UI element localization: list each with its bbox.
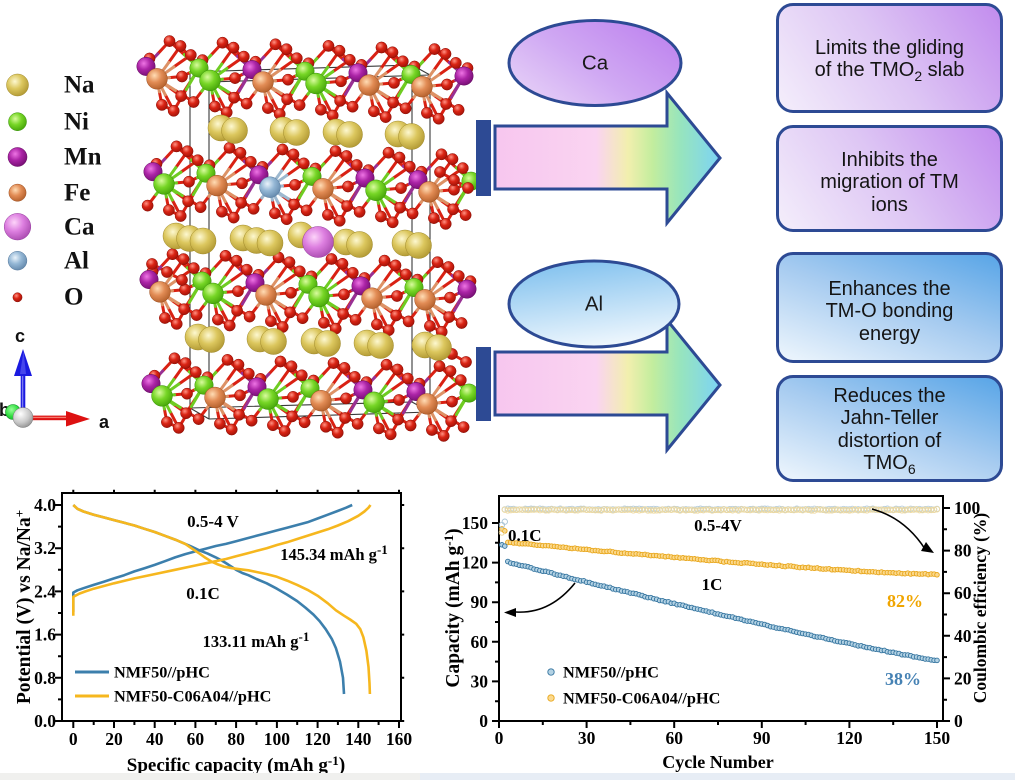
svg-text:90: 90	[471, 592, 489, 612]
svg-text:NMF50-C06A04//pHC: NMF50-C06A04//pHC	[563, 689, 720, 708]
svg-text:0: 0	[479, 711, 488, 731]
svg-text:40: 40	[954, 626, 972, 646]
svg-text:4.0: 4.0	[34, 495, 56, 515]
svg-text:82%: 82%	[887, 591, 923, 611]
svg-text:0: 0	[954, 711, 963, 731]
svg-text:20: 20	[954, 668, 972, 688]
svg-text:Al: Al	[64, 248, 89, 275]
svg-text:145.34 mAh g-1: 145.34 mAh g-1	[280, 542, 388, 564]
svg-text:Al: Al	[585, 293, 603, 316]
svg-text:Capacity (mAh g-1): Capacity (mAh g-1)	[441, 528, 464, 687]
svg-text:0.1C: 0.1C	[186, 584, 220, 603]
svg-text:40: 40	[146, 729, 164, 749]
svg-text:3.2: 3.2	[34, 538, 56, 558]
svg-text:2.4: 2.4	[34, 581, 56, 601]
svg-text:120: 120	[462, 553, 489, 573]
svg-text:Mn: Mn	[64, 144, 102, 171]
svg-text:a: a	[99, 412, 110, 432]
svg-text:Cycle Number: Cycle Number	[662, 752, 773, 772]
svg-text:0.5-4 V: 0.5-4 V	[187, 512, 239, 531]
svg-text:80: 80	[954, 541, 972, 561]
svg-text:140: 140	[345, 729, 372, 749]
svg-text:1C: 1C	[702, 575, 723, 594]
svg-text:NMF50//pHC: NMF50//pHC	[114, 663, 210, 682]
svg-text:Potential (V) vs Na/Na+: Potential (V) vs Na/Na+	[12, 510, 35, 704]
svg-text:Ni: Ni	[64, 109, 89, 136]
svg-text:30: 30	[471, 671, 489, 691]
svg-text:NMF50//pHC: NMF50//pHC	[563, 663, 659, 682]
svg-text:0.1C: 0.1C	[508, 526, 542, 545]
svg-text:90: 90	[753, 728, 771, 748]
svg-text:0: 0	[69, 729, 78, 749]
svg-text:Ca: Ca	[582, 52, 609, 75]
svg-text:60: 60	[665, 728, 683, 748]
svg-text:Coulombic efficiency (%): Coulombic efficiency (%)	[970, 513, 990, 704]
svg-text:Fe: Fe	[64, 180, 90, 207]
svg-text:b: b	[0, 400, 10, 420]
svg-text:38%: 38%	[885, 669, 921, 689]
svg-text:150: 150	[924, 728, 951, 748]
svg-text:100: 100	[264, 729, 291, 749]
svg-text:133.11 mAh g-1: 133.11 mAh g-1	[203, 629, 310, 651]
svg-text:60: 60	[187, 729, 205, 749]
svg-text:c: c	[15, 326, 25, 346]
svg-text:100: 100	[954, 498, 981, 518]
svg-text:Na: Na	[64, 72, 95, 99]
svg-text:0: 0	[495, 728, 504, 748]
svg-text:60: 60	[954, 583, 972, 603]
svg-text:120: 120	[836, 728, 863, 748]
svg-text:0.8: 0.8	[34, 668, 56, 688]
svg-text:150: 150	[462, 513, 489, 533]
svg-text:O: O	[64, 284, 83, 311]
svg-text:Ca: Ca	[64, 214, 95, 241]
svg-text:30: 30	[578, 728, 596, 748]
svg-text:160: 160	[386, 729, 413, 749]
svg-text:20: 20	[105, 729, 123, 749]
svg-text:0.0: 0.0	[34, 711, 56, 731]
svg-text:1.6: 1.6	[34, 625, 56, 645]
svg-text:Specific capacity (mAh g-1): Specific capacity (mAh g-1)	[127, 753, 345, 776]
svg-text:0.5-4V: 0.5-4V	[694, 516, 742, 535]
svg-text:80: 80	[227, 729, 245, 749]
svg-text:120: 120	[304, 729, 331, 749]
svg-text:60: 60	[471, 632, 489, 652]
svg-text:NMF50-C06A04//pHC: NMF50-C06A04//pHC	[114, 687, 271, 706]
